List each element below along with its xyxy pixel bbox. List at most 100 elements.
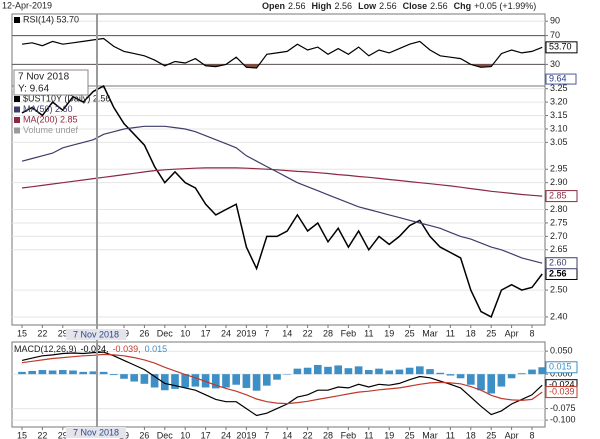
last-value-tag (545, 361, 578, 374)
x-tick-label: 2019 (236, 328, 256, 338)
y-tick-label: 3.20 (550, 96, 568, 106)
legend-entry: -0.024, (81, 344, 109, 354)
legend-entry: $UST10Y (Daily) 2.56 (23, 93, 110, 103)
legend-entry: -0.039, (113, 344, 141, 354)
y-tick-label: -0.100 (550, 414, 576, 424)
histogram-bar (18, 371, 26, 375)
x-tick-label: 22 (303, 328, 313, 338)
histogram-bar (364, 370, 373, 375)
quote-key: High (312, 1, 332, 11)
histogram-bar (38, 370, 47, 375)
histogram-bar (201, 374, 210, 388)
x-tick-label: 28 (323, 328, 333, 338)
histogram-bar (150, 374, 159, 388)
series-line (21, 351, 543, 417)
histogram-bar (262, 374, 271, 386)
histogram-bar (242, 374, 251, 388)
last-value-label: -0.024 (549, 380, 575, 390)
legend-entry: Volume undef (23, 125, 79, 135)
crosshair-x-label: 7 Nov 2018 (73, 427, 119, 437)
histogram-bar (181, 374, 190, 388)
last-value-tag (545, 190, 578, 203)
histogram-bar (222, 374, 230, 388)
histogram-bar (385, 370, 394, 375)
crosshair-tooltip (13, 69, 89, 96)
x-tick-label: 10 (180, 430, 190, 439)
x-tick-label: 15 (17, 328, 27, 338)
y-tick-label: 2.40 (550, 311, 568, 321)
histogram-bar (313, 364, 322, 375)
histogram-bar (507, 374, 516, 379)
histogram-bar (211, 374, 220, 389)
histogram-bar (354, 366, 363, 375)
last-value-label: 0.015 (549, 362, 572, 372)
x-tick-label: 8 (529, 328, 534, 338)
y-tick-label: 2.75 (550, 217, 568, 227)
x-tick-label: 11 (364, 430, 373, 439)
x-tick-label: 25 (405, 430, 415, 439)
legend: MACD(12,26,9) -0.024, -0.039, 0.015 (14, 344, 167, 354)
x-tick-label: Dec (157, 430, 174, 439)
quote-value: 2.56 (335, 1, 353, 11)
histogram-bar (48, 370, 57, 375)
y-tick-label: 2.95 (550, 164, 568, 174)
histogram-bar (130, 374, 139, 382)
x-tick-label: Dec (157, 328, 174, 338)
histogram-bar (426, 369, 434, 375)
y-tick-label: 2.70 (550, 231, 568, 241)
x-tick-label: 22 (303, 430, 313, 439)
histogram-bar (191, 374, 200, 387)
crosshair-y: Y: 9.64 (18, 84, 50, 95)
y-tick-label: 2.80 (550, 204, 568, 214)
x-tick-label: 14 (282, 430, 292, 439)
x-tick-label: 11 (446, 328, 455, 338)
rsi-zone-fill (22, 35, 543, 36)
histogram-bar (69, 370, 77, 375)
y-tick-label: 0.050 (550, 346, 573, 356)
histogram-bar (334, 365, 343, 375)
histogram-bar (415, 366, 424, 375)
histogram-bar (456, 374, 465, 379)
quote-value: 2.56 (379, 1, 397, 11)
quote-line: Open 2.56 High 2.56 Low 2.56 Close 2.56 Chg +0.05… (262, 1, 536, 11)
panel-frame (11, 85, 546, 326)
histogram-bar (344, 368, 353, 375)
y-tick-label: -0.075 (550, 403, 576, 413)
histogram-bar (273, 374, 281, 380)
histogram-bar (28, 370, 37, 375)
histogram-bar (487, 374, 496, 394)
histogram-bar (293, 368, 302, 375)
histogram-bar (160, 374, 169, 391)
y-tick-label: 90 (550, 16, 560, 26)
x-tick-label: 7 (264, 430, 269, 439)
histogram-bar (140, 374, 149, 384)
histogram-bar (538, 367, 547, 375)
last-value-label: 53.70 (549, 42, 572, 52)
crosshair-x-label: 7 Nov 2018 (73, 329, 119, 339)
histogram-bar (171, 374, 179, 389)
quote-value: +0.05 (+1.99%) (474, 1, 536, 11)
legend-swatch (14, 106, 20, 113)
crosshair-x-box (66, 427, 126, 438)
x-tick-label: 24 (221, 430, 231, 439)
y-tick-label: 3.15 (550, 110, 568, 120)
x-tick-label: 25 (405, 328, 415, 338)
histogram-bar (120, 374, 128, 379)
y-tick-label: 3.10 (550, 123, 568, 133)
crosshair-x-box (66, 329, 126, 340)
histogram-bar (395, 369, 404, 375)
histogram-bar (528, 369, 536, 375)
x-tick-label: 2019 (236, 430, 256, 439)
y-tick-label: 3.25 (550, 83, 568, 93)
last-value-label: 2.60 (549, 258, 567, 268)
histogram-bar (99, 371, 108, 375)
y-tick-label: 2.65 (550, 244, 568, 254)
x-tick-label: 7 (264, 328, 269, 338)
x-tick-label: Mar (422, 430, 438, 439)
x-tick-label: 28 (323, 430, 333, 439)
plot: 90 70 30 53.70 RSI(14) 53.70 3.25 3.20 3.15 3.10… (11, 13, 578, 439)
legend-swatch (14, 96, 20, 102)
quote-key: Close (403, 1, 428, 11)
quote-value: 2.56 (288, 1, 306, 11)
histogram-bar (375, 368, 383, 375)
